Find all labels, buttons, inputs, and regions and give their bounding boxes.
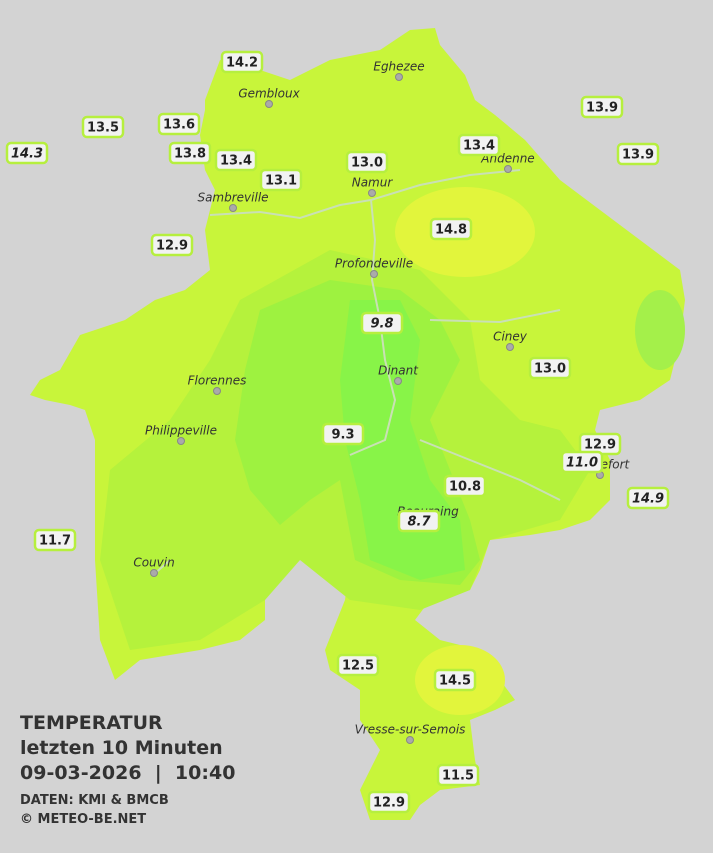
station-reading: 14.5	[439, 674, 471, 689]
legend-period: letzten 10 Minuten	[20, 737, 223, 759]
station-box	[168, 141, 212, 165]
station-reading: 14.9	[632, 492, 664, 507]
station-reading: 13.0	[351, 156, 383, 171]
city-label: Sambreville	[197, 191, 268, 205]
city-dot	[394, 377, 402, 385]
station-reading: 12.9	[373, 796, 405, 811]
station-box	[397, 509, 441, 533]
station-box	[33, 528, 77, 552]
station-reading: 13.8	[174, 147, 206, 162]
station-reading: 13.4	[220, 154, 252, 169]
city-dot	[395, 73, 403, 81]
station-box	[214, 148, 258, 172]
station-reading: 13.9	[586, 101, 618, 116]
river	[151, 169, 561, 577]
city-label: Profondeville	[335, 257, 413, 271]
station-box	[259, 168, 303, 192]
station-box	[150, 233, 194, 257]
station-box	[336, 653, 380, 677]
station-reading: 13.4	[463, 139, 495, 154]
city-dot	[368, 189, 376, 197]
station-box	[157, 112, 201, 136]
city-dot	[265, 100, 273, 108]
station-box	[443, 474, 487, 498]
station-reading: 9.8	[370, 317, 393, 332]
city-dot	[370, 270, 378, 278]
station-reading: 9.3	[331, 428, 354, 443]
station-box	[560, 450, 604, 474]
station-reading: 14.2	[226, 56, 258, 71]
station-reading: 13.1	[265, 174, 297, 189]
station-box	[367, 790, 411, 814]
station-box	[433, 668, 477, 692]
station-box	[626, 486, 670, 510]
station-box	[436, 763, 480, 787]
station-box	[616, 142, 660, 166]
station-box	[528, 356, 572, 380]
city-dot	[177, 437, 185, 445]
station-box	[220, 50, 264, 74]
station-reading: 13.9	[622, 148, 654, 163]
legend-copyright: © METEO-BE.NET	[20, 812, 146, 827]
city-dot	[504, 165, 512, 173]
station-reading: 11.5	[442, 769, 474, 784]
station-reading: 8.7	[407, 515, 431, 530]
station-reading: 12.5	[342, 659, 374, 674]
station-reading: 11.0	[566, 456, 598, 471]
legend-source: DATEN: KMI & BMCB	[20, 793, 169, 808]
city-dot	[150, 569, 158, 577]
city-dot	[406, 736, 414, 744]
station-box	[345, 150, 389, 174]
station-box	[360, 311, 404, 335]
station-reading: 11.7	[39, 534, 71, 549]
city-label: Philippeville	[145, 424, 217, 438]
legend-title: TEMPERATUR	[20, 712, 163, 734]
station-box	[580, 95, 624, 119]
city-dot	[213, 387, 221, 395]
station-reading: 12.9	[584, 438, 616, 453]
city-label: Couvin	[133, 556, 174, 570]
station-box	[321, 422, 365, 446]
city-label: Ciney	[493, 330, 528, 344]
city-label: Eghezee	[373, 60, 424, 74]
station-box	[429, 217, 473, 241]
station-box	[5, 141, 49, 165]
station-reading: 13.6	[163, 118, 195, 133]
city-label: Namur	[352, 176, 394, 190]
station-reading: 13.0	[534, 362, 566, 377]
temp-zone	[635, 290, 685, 370]
station-box	[457, 133, 501, 157]
city-dot	[506, 343, 514, 351]
legend-datetime: 09-03-2026 | 10:40	[20, 762, 235, 784]
city-label: Vresse-sur-Semois	[355, 723, 466, 737]
city-label: Gembloux	[238, 87, 300, 101]
station-reading: 10.8	[449, 480, 481, 495]
station-reading: 14.8	[435, 223, 467, 238]
city-label: Florennes	[188, 374, 247, 388]
city-label: Dinant	[378, 364, 419, 378]
station-reading: 14.3	[11, 147, 43, 162]
station-box	[81, 115, 125, 139]
city-dot	[229, 204, 237, 212]
station-reading: 13.5	[87, 121, 119, 136]
station-reading: 12.9	[156, 239, 188, 254]
